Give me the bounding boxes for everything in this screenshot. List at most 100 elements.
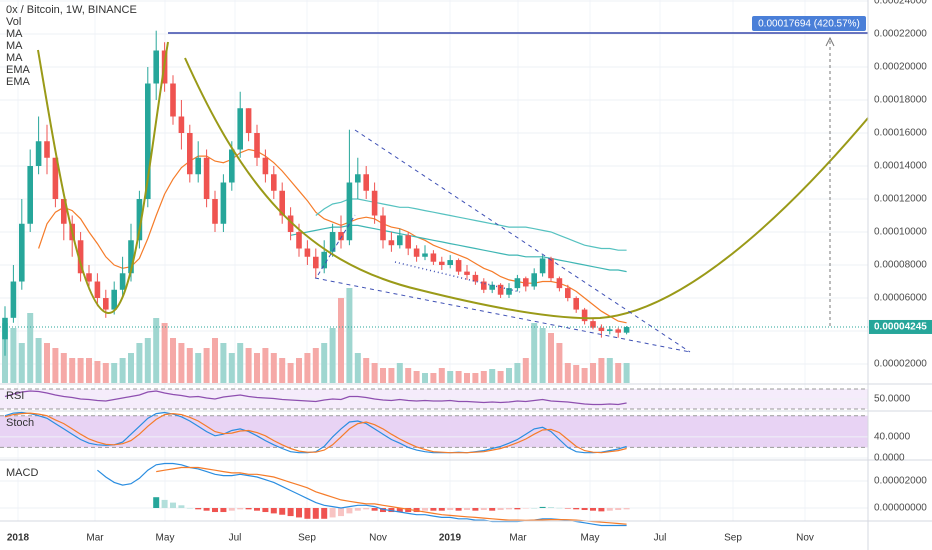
histogram-bar	[606, 507, 613, 511]
histogram-bar	[237, 507, 244, 510]
pane-label: RSI	[6, 390, 24, 402]
volume-bar	[296, 358, 302, 383]
histogram-bar	[447, 507, 454, 511]
candle-body	[229, 149, 235, 183]
candle-body	[497, 284, 504, 295]
x-tick-label: Jul	[229, 533, 242, 544]
candle-body	[35, 141, 42, 167]
volume-bar	[237, 343, 244, 383]
y-tick-label: 0.00024000	[874, 0, 927, 7]
volume-bar	[186, 348, 193, 383]
histogram-bar	[279, 507, 286, 515]
candle-body	[413, 248, 420, 257]
volume-bar	[464, 373, 470, 383]
candle-body	[489, 284, 495, 290]
volume-bar	[430, 373, 437, 383]
candle-body	[548, 258, 554, 279]
volume-bar	[10, 328, 17, 383]
volume-bar	[573, 365, 580, 383]
volume-bar	[497, 371, 504, 383]
volume-bar	[363, 358, 370, 383]
volume-bar	[304, 353, 311, 383]
volume-bar	[220, 343, 227, 383]
volume-bar	[312, 348, 319, 383]
volume-bar	[287, 363, 294, 383]
volume-bar	[136, 343, 143, 383]
cup-curve	[37, 41, 169, 315]
histogram-bar	[564, 507, 571, 509]
y-tick-label: 0.00014000	[874, 161, 927, 172]
y-tick-label: 0.00018000	[874, 95, 927, 106]
histogram-bar	[329, 507, 336, 518]
candle-body	[514, 278, 521, 289]
volume-bar	[506, 368, 512, 383]
candle-body	[430, 253, 437, 262]
histogram-bar	[354, 507, 361, 511]
histogram-bar	[615, 507, 622, 511]
histogram-bar	[338, 507, 344, 517]
volume-bar	[354, 353, 361, 383]
indicator-line	[156, 466, 627, 525]
trend-line	[394, 261, 521, 293]
volume-bar	[279, 358, 286, 383]
volume-bar	[396, 363, 403, 383]
candle-body	[397, 235, 403, 246]
volume-bar	[413, 371, 420, 383]
histogram-bar	[228, 507, 235, 511]
volume-bar	[623, 363, 630, 383]
candle-body	[19, 223, 25, 282]
histogram-bar	[262, 507, 269, 513]
candle-body	[598, 327, 605, 332]
volume-bar	[472, 373, 479, 383]
y-tick-label: 0.00012000	[874, 194, 927, 205]
candle-body	[422, 253, 428, 257]
volume-bar	[270, 353, 277, 383]
y-tick-label: 0.00002000	[874, 476, 927, 487]
histogram-bar	[388, 507, 395, 513]
histogram-bar	[548, 507, 554, 508]
histogram-bar	[245, 507, 252, 510]
candle-body	[472, 274, 479, 282]
volume-bar	[161, 323, 168, 383]
candle-body	[531, 273, 537, 287]
candle-body	[111, 289, 117, 310]
histogram-bar	[153, 497, 160, 508]
histogram-bar	[346, 507, 353, 514]
volume-bar	[44, 343, 50, 383]
histogram-bar	[489, 507, 496, 511]
candle-body	[346, 182, 353, 241]
volume-bar	[254, 353, 260, 383]
histogram-bar	[472, 507, 479, 511]
candle-body	[170, 83, 176, 117]
background-layer	[0, 0, 868, 521]
candle-body	[329, 232, 336, 252]
candle-body	[187, 133, 193, 175]
candle-body	[61, 199, 67, 224]
volume-bar	[212, 338, 218, 383]
histogram-bar	[186, 507, 193, 509]
histogram-bar	[170, 502, 176, 508]
volume-bar	[405, 368, 412, 383]
histogram-bar	[581, 507, 588, 511]
y-tick-label: 0.00000000	[874, 503, 927, 514]
histogram-bar	[556, 507, 563, 509]
x-tick-label: Mar	[86, 533, 104, 544]
histogram-bar	[363, 507, 370, 510]
candle-body	[523, 278, 529, 287]
volume-bar	[35, 338, 42, 383]
volume-bar	[388, 368, 395, 383]
volume-bar	[514, 363, 521, 383]
candle-body	[439, 261, 445, 266]
volume-bar	[69, 358, 76, 383]
volume-bar	[18, 343, 25, 383]
legend-item: EMA	[6, 64, 31, 76]
volume-bar	[119, 358, 126, 383]
candle-body	[77, 240, 84, 274]
x-tick-label: Jul	[654, 533, 667, 544]
histogram-bar	[161, 499, 168, 508]
candle-body	[86, 273, 92, 282]
histogram-bar	[405, 507, 412, 513]
histogram-bar	[573, 507, 580, 510]
